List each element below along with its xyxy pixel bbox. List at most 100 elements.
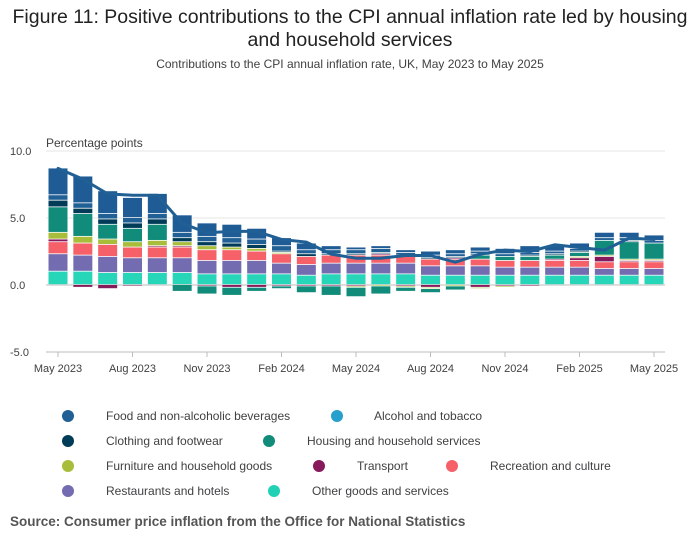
bar-segment xyxy=(98,219,118,224)
bar-segment xyxy=(371,248,391,253)
bar-segment xyxy=(247,285,267,287)
bar-segment xyxy=(520,275,540,285)
bar-segment xyxy=(172,238,192,242)
bar-segment xyxy=(197,250,217,261)
bar-segment xyxy=(545,259,565,261)
bar-segment xyxy=(644,259,664,261)
bar-stacks xyxy=(48,168,664,297)
bar-segment xyxy=(644,268,664,275)
bar-segment xyxy=(470,247,490,251)
bar-segment xyxy=(247,251,267,261)
bar-segment xyxy=(73,236,93,243)
bar-segment xyxy=(98,213,118,219)
bar-segment xyxy=(73,203,93,208)
bar-segment xyxy=(470,255,490,259)
y-tick-label: 5.0 xyxy=(10,213,25,225)
bar-segment xyxy=(470,285,490,287)
bar-segment xyxy=(371,246,391,249)
bar-segment xyxy=(346,250,366,254)
bar-segment xyxy=(321,255,341,263)
x-tick-label: Nov 2024 xyxy=(481,363,528,375)
bar-segment xyxy=(396,285,416,286)
bar-segment xyxy=(570,258,589,261)
bar-segment xyxy=(172,285,192,291)
bar-segment xyxy=(594,240,614,255)
bar-segment xyxy=(421,287,440,289)
bar-segment xyxy=(247,228,267,239)
bar-segment xyxy=(570,248,589,251)
x-tick-label: Feb 2024 xyxy=(258,363,304,375)
bar-segment xyxy=(321,274,341,285)
bar-segment xyxy=(296,264,316,275)
bar-segment xyxy=(495,256,515,261)
bar-segment xyxy=(445,275,465,285)
bar-segment xyxy=(445,285,465,286)
bar-segment xyxy=(147,246,167,247)
bar-segment xyxy=(495,285,515,286)
bar-segment xyxy=(594,268,614,275)
bar-segment xyxy=(296,256,316,265)
bar-segment xyxy=(247,260,267,274)
bar-segment xyxy=(445,258,465,259)
bar-segment xyxy=(594,275,614,285)
bar-segment xyxy=(495,275,515,285)
bar-segment xyxy=(247,287,267,291)
bar-segment xyxy=(421,285,440,287)
bar-segment xyxy=(396,286,416,287)
bar-segment xyxy=(272,246,291,251)
bar-segment xyxy=(73,213,93,236)
bar-segment xyxy=(272,263,291,274)
bar-segment xyxy=(396,252,416,255)
bar-segment xyxy=(222,238,242,243)
bar-segment xyxy=(371,286,391,294)
bar-segment xyxy=(197,236,217,242)
bar-segment xyxy=(570,267,589,275)
bar-segment xyxy=(48,207,68,232)
bar-segment xyxy=(272,274,291,285)
bar-segment xyxy=(48,168,68,195)
bar-segment xyxy=(222,274,242,285)
bar-segment xyxy=(520,260,540,267)
bar-segment xyxy=(619,260,639,262)
bar-segment xyxy=(48,271,68,285)
bar-segment xyxy=(98,244,118,257)
bar-segment xyxy=(545,251,565,254)
bar-segment xyxy=(445,250,465,254)
bar-segment xyxy=(296,254,316,257)
bar-segment xyxy=(619,275,639,285)
bar-segment xyxy=(123,228,142,242)
bar-segment xyxy=(421,258,440,259)
bar-segment xyxy=(545,254,565,255)
x-tick-label: May 2023 xyxy=(34,363,82,375)
bar-segment xyxy=(644,260,664,262)
bar-segment xyxy=(570,243,589,249)
bar-segment xyxy=(197,246,217,250)
bar-segment xyxy=(396,274,416,285)
bar-segment xyxy=(470,275,490,285)
bar-segment xyxy=(123,272,142,285)
bar-segment xyxy=(346,263,366,274)
bar-segment xyxy=(545,255,565,259)
bar-segment xyxy=(570,260,589,267)
bar-segment xyxy=(73,271,93,285)
bar-segment xyxy=(520,285,540,286)
bar-segment xyxy=(272,251,291,253)
bar-segment xyxy=(470,251,490,254)
bar-segment xyxy=(346,285,366,286)
bar-segment xyxy=(570,251,589,253)
bar-segment xyxy=(346,286,366,287)
bar-segment xyxy=(346,254,366,255)
bar-segment xyxy=(272,285,291,286)
bar-segment xyxy=(495,267,515,275)
bar-segment xyxy=(272,286,291,289)
bar-segment xyxy=(222,247,242,250)
bar-segment xyxy=(48,242,68,254)
bar-segment xyxy=(644,240,664,243)
bar-segment xyxy=(545,260,565,267)
bar-segment xyxy=(594,238,614,240)
bar-segment xyxy=(172,272,192,285)
bar-segment xyxy=(247,274,267,285)
bar-segment xyxy=(272,252,291,254)
bar-segment xyxy=(594,256,614,262)
chart-subtitle: Contributions to the CPI annual inflatio… xyxy=(156,57,544,71)
